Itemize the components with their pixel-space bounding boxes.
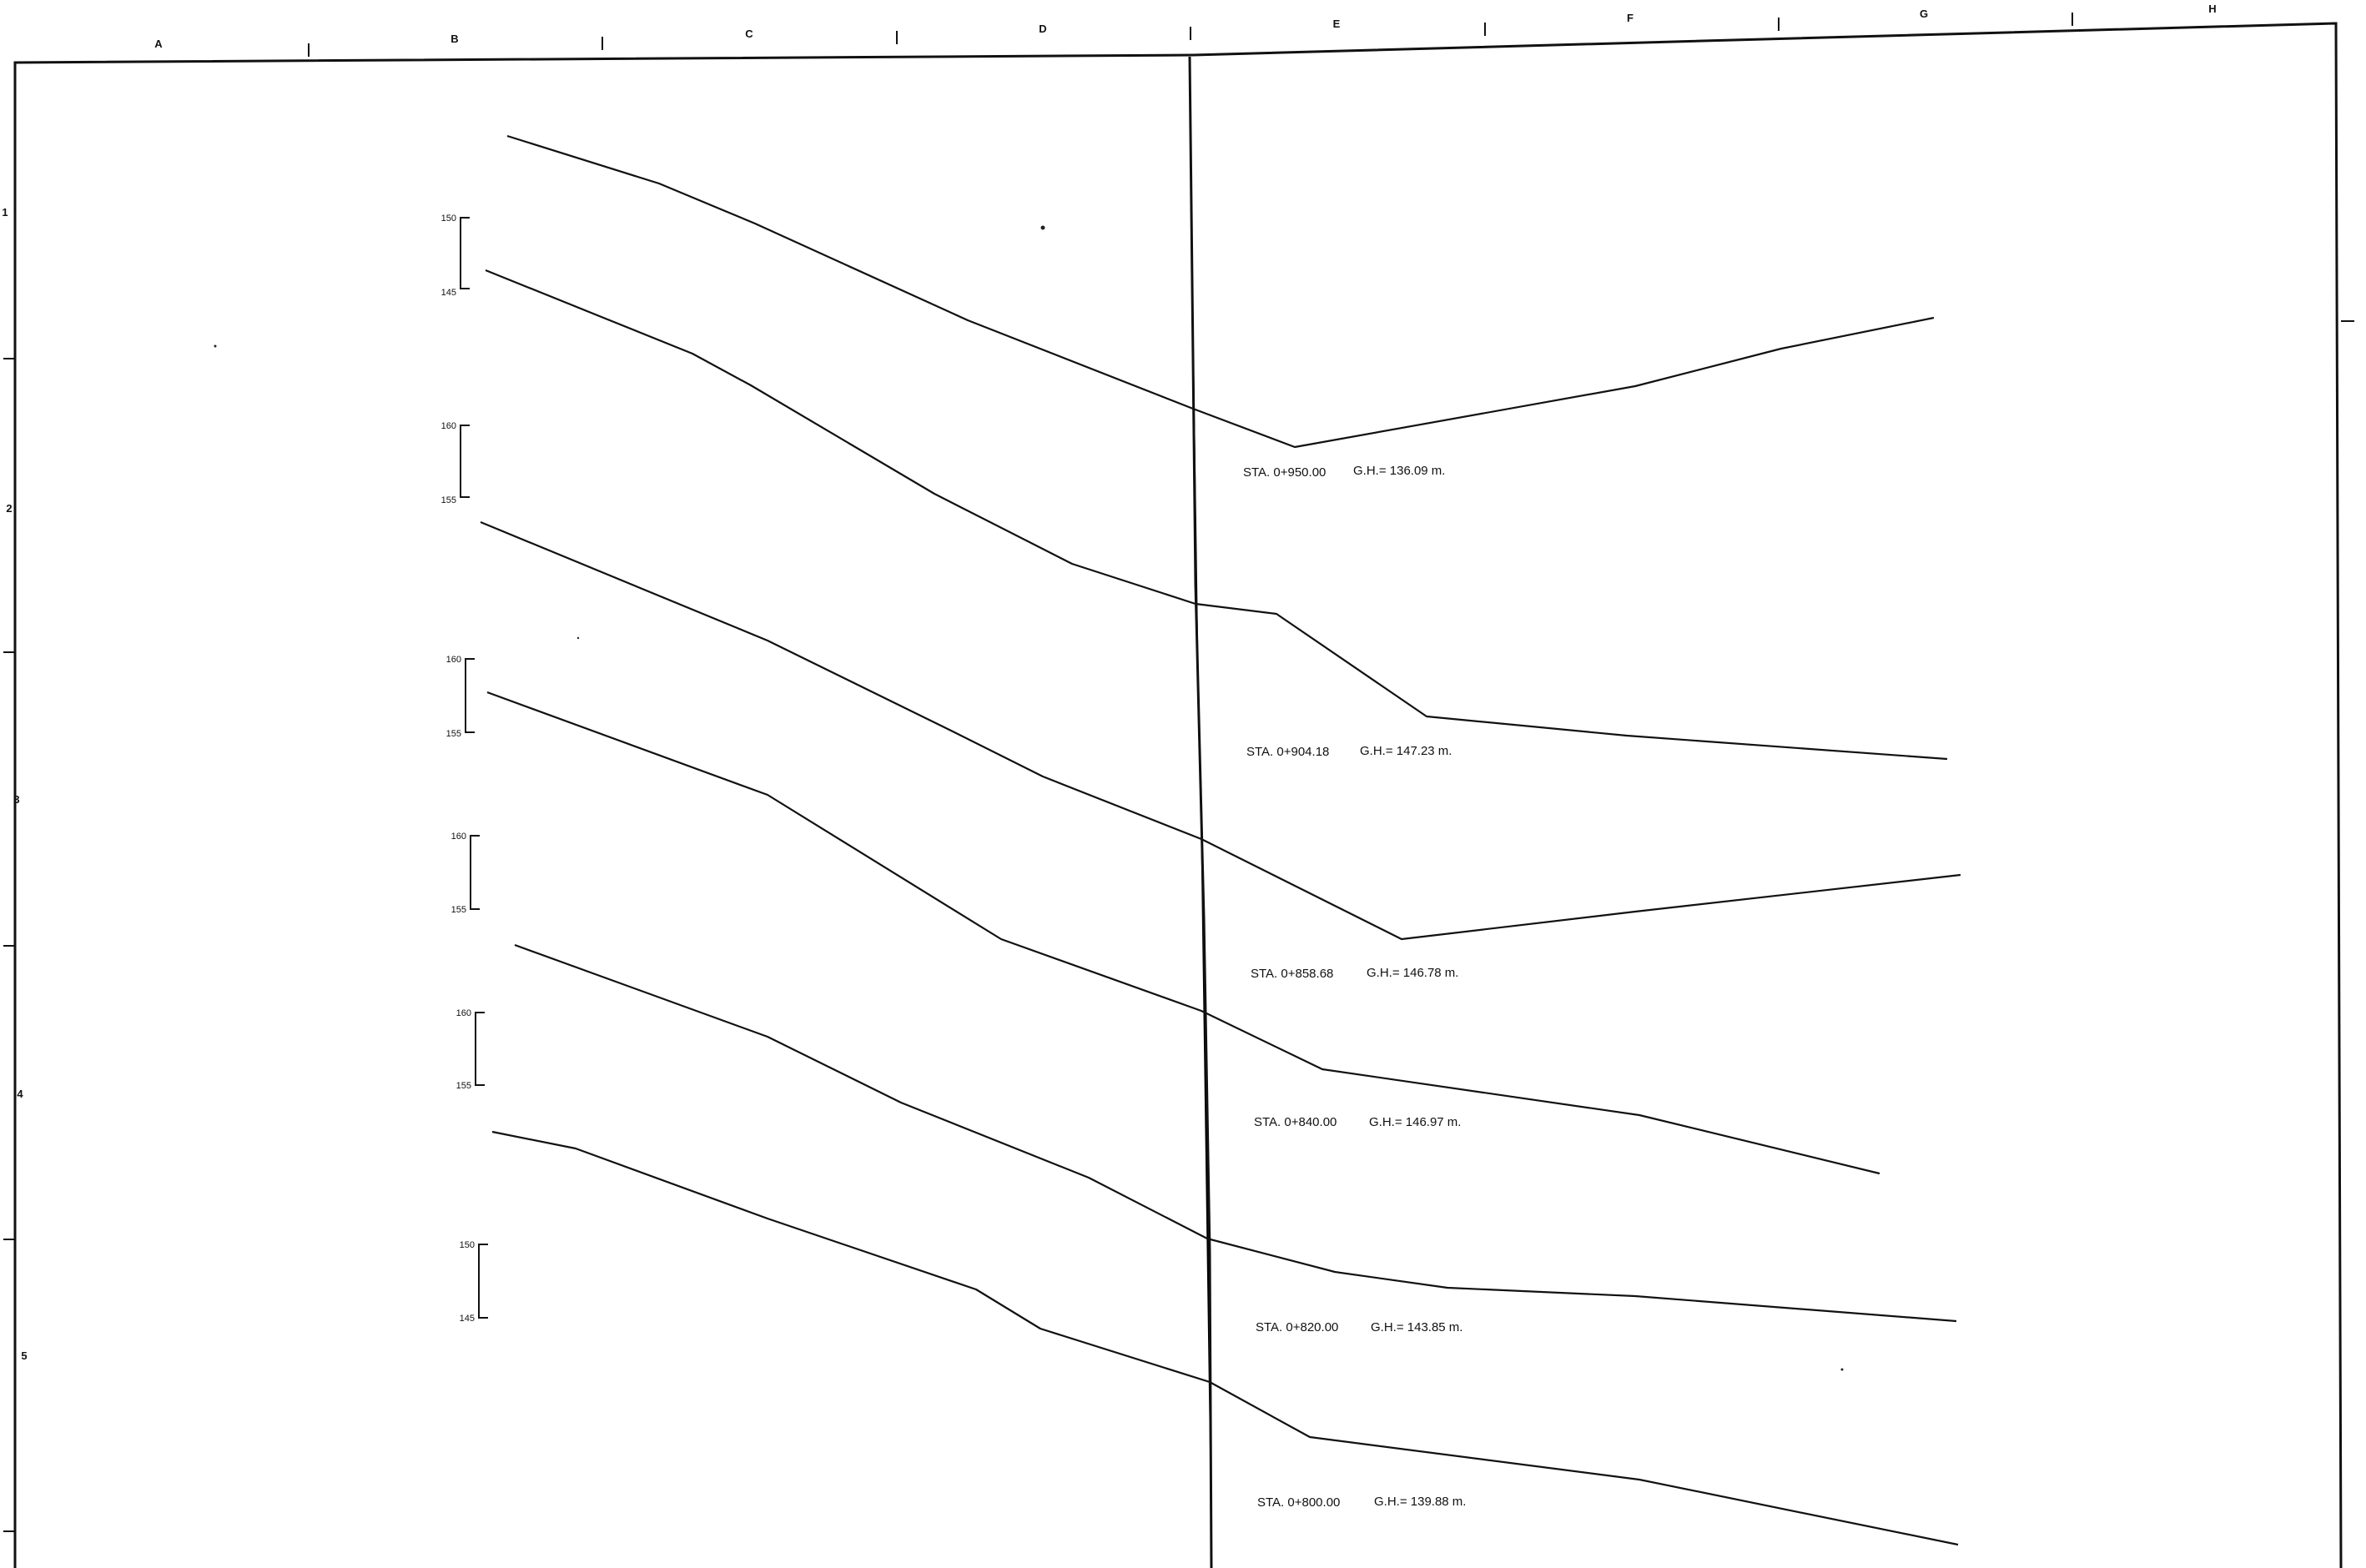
elevation-scale-bar: 150 145 bbox=[441, 214, 470, 298]
scale-bar-bottom-label: 145 bbox=[460, 1314, 475, 1324]
scan-speck bbox=[1841, 1369, 1844, 1371]
station-ground-height: G.H.= 146.97 m. bbox=[1369, 1115, 1461, 1129]
scale-bar-top-label: 150 bbox=[441, 214, 456, 224]
scale-bar-top-label: 160 bbox=[441, 421, 456, 431]
frame-border bbox=[15, 23, 2341, 1568]
station-ground-height: G.H.= 139.88 m. bbox=[1374, 1495, 1466, 1509]
grid-column-letter: B bbox=[451, 33, 458, 45]
elevation-scale-bars: 150 145 160 155 160 155 160 155 160 155 … bbox=[441, 214, 488, 1324]
station-name: STA. 0+800.00 bbox=[1257, 1495, 1340, 1510]
station-ground-height: G.H.= 143.85 m. bbox=[1371, 1320, 1462, 1334]
station-name: STA. 0+858.68 bbox=[1251, 967, 1333, 981]
elevation-scale-bar: 160 155 bbox=[446, 655, 475, 739]
grid-column-letter: E bbox=[1333, 18, 1341, 30]
grid-row-number: 3 bbox=[13, 793, 19, 806]
grid-row-number: 2 bbox=[6, 502, 12, 515]
station-labels: STA. 0+950.00 G.H.= 136.09 m. STA. 0+904… bbox=[1243, 464, 1466, 1510]
station-name: STA. 0+820.00 bbox=[1256, 1320, 1338, 1334]
station-label: STA. 0+820.00 G.H.= 143.85 m. bbox=[1256, 1320, 1462, 1334]
drawing-frame bbox=[3, 13, 2354, 1568]
scale-bar-bracket bbox=[461, 218, 470, 289]
station-label: STA. 0+840.00 G.H.= 146.97 m. bbox=[1254, 1115, 1461, 1129]
grid-column-letter: D bbox=[1039, 23, 1046, 35]
grid-row-number: 1 bbox=[2, 206, 8, 219]
grid-column-letter: F bbox=[1627, 12, 1634, 24]
station-ground-height: G.H.= 136.09 m. bbox=[1353, 464, 1445, 478]
station-label: STA. 0+950.00 G.H.= 136.09 m. bbox=[1243, 464, 1445, 480]
station-name: STA. 0+950.00 bbox=[1243, 465, 1326, 480]
scan-speck bbox=[214, 345, 217, 348]
scale-bar-top-label: 160 bbox=[446, 655, 461, 665]
scale-bar-bottom-label: 155 bbox=[456, 1081, 471, 1091]
terrain-profile-sta-950 bbox=[507, 136, 1934, 447]
scale-bar-top-label: 160 bbox=[451, 832, 466, 842]
grid-row-number: 4 bbox=[17, 1088, 23, 1100]
elevation-scale-bar: 160 155 bbox=[441, 421, 470, 505]
centerline bbox=[1190, 57, 1211, 1568]
terrain-profile-sta-800 bbox=[492, 1132, 1958, 1545]
scale-bar-top-label: 150 bbox=[460, 1240, 475, 1250]
station-name: STA. 0+904.18 bbox=[1246, 745, 1329, 759]
station-label: STA. 0+904.18 G.H.= 147.23 m. bbox=[1246, 744, 1452, 759]
scale-bar-bracket bbox=[479, 1244, 488, 1318]
grid-column-letter: G bbox=[1920, 8, 1928, 20]
grid-column-letter: C bbox=[745, 28, 753, 40]
station-name: STA. 0+840.00 bbox=[1254, 1115, 1337, 1129]
grid-row-number: 5 bbox=[21, 1349, 27, 1362]
scale-bar-bottom-label: 155 bbox=[441, 495, 456, 505]
scale-bar-bottom-label: 145 bbox=[441, 288, 456, 298]
terrain-profile-sta-858 bbox=[481, 522, 1961, 939]
elevation-scale-bar: 160 155 bbox=[456, 1008, 485, 1091]
scale-bar-top-label: 160 bbox=[456, 1008, 471, 1018]
scale-bar-bottom-label: 155 bbox=[451, 905, 466, 915]
scan-specks bbox=[214, 226, 1844, 1371]
scale-bar-bottom-label: 155 bbox=[446, 729, 461, 739]
scale-bar-bracket bbox=[471, 836, 480, 909]
station-label: STA. 0+800.00 G.H.= 139.88 m. bbox=[1257, 1495, 1466, 1510]
station-ground-height: G.H.= 147.23 m. bbox=[1360, 744, 1452, 758]
terrain-profile-sta-820 bbox=[515, 945, 1956, 1321]
station-ground-height: G.H.= 146.78 m. bbox=[1367, 966, 1458, 980]
terrain-profile-sta-840 bbox=[487, 692, 1880, 1173]
terrain-profiles bbox=[481, 136, 1961, 1545]
scale-bar-bracket bbox=[461, 425, 470, 497]
grid-column-letter: H bbox=[2208, 3, 2216, 15]
scan-speck bbox=[577, 637, 579, 639]
scale-bar-bracket bbox=[466, 659, 475, 732]
scan-speck bbox=[1041, 226, 1045, 230]
elevation-scale-bar: 150 145 bbox=[460, 1240, 488, 1324]
scale-bar-bracket bbox=[476, 1013, 485, 1085]
grid-column-letter: A bbox=[154, 38, 163, 50]
terrain-profile-sta-904 bbox=[486, 270, 1947, 759]
station-label: STA. 0+858.68 G.H.= 146.78 m. bbox=[1251, 966, 1458, 981]
elevation-scale-bar: 160 155 bbox=[451, 832, 480, 915]
column-letters: A B C D E F G H bbox=[154, 3, 2216, 50]
